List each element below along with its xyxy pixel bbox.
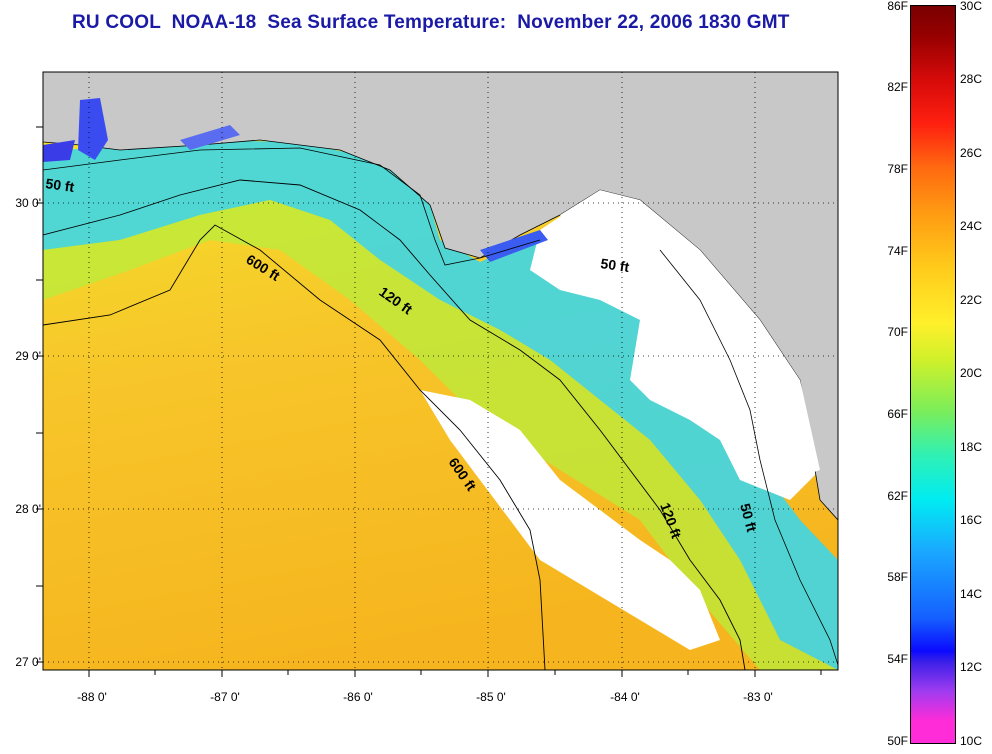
colorbar-f-78: 78F <box>887 162 908 176</box>
colorbar-f-62: 62F <box>887 489 908 503</box>
colorbar-c-28: 28C <box>960 72 983 86</box>
lon-label-84: -84 0' <box>610 690 640 704</box>
contour-50ft-west <box>43 147 541 266</box>
colorbar-f-50: 50F <box>887 734 908 748</box>
colorbar-f-70: 70F <box>887 325 908 339</box>
colorbar-c-16: 16C <box>960 513 983 527</box>
lon-label-85: -85 0' <box>476 690 506 704</box>
lat-label-27: 27 0' <box>15 655 41 669</box>
colorbar-f-58: 58F <box>887 570 908 584</box>
colorbar-c-22: 22C <box>960 293 983 307</box>
cloud-cover <box>530 190 820 500</box>
colorbar-c-12: 12C <box>960 660 983 674</box>
contour-label-50ft-big-bend: 50 ft <box>600 255 631 275</box>
lat-label-29: 29 0' <box>15 349 41 363</box>
colorbar-f-66: 66F <box>887 407 908 421</box>
lon-label-83: -83 0' <box>743 690 773 704</box>
lat-label-30: 30 0' <box>15 196 41 210</box>
map-title: RU COOL NOAA-18 Sea Surface Temperature:… <box>72 12 790 33</box>
lon-label-86: -86 0' <box>343 690 373 704</box>
map-frame <box>42 71 839 671</box>
contour-120ft <box>43 179 746 670</box>
colorbar-c-20: 20C <box>960 366 983 380</box>
mid-water-band <box>43 200 838 670</box>
contour-label-50ft-west: 50 ft <box>45 175 76 195</box>
colorbar-f-74: 74F <box>887 244 908 258</box>
colorbar-c-24: 24C <box>960 219 983 233</box>
colorbar-c-18: 18C <box>960 440 983 454</box>
colorbar-c-26: 26C <box>960 146 983 160</box>
lon-label-87: -87 0' <box>210 690 240 704</box>
cloud-cover-south <box>420 390 720 650</box>
apalachicola-cold <box>480 230 548 262</box>
lat-label-28: 28 0' <box>15 502 41 516</box>
colorbar-f-86: 86F <box>887 0 908 13</box>
pensacola-cold <box>180 125 240 150</box>
colorbar-f-82: 82F <box>887 80 908 94</box>
contour-label-50ft-south: 50 ft <box>737 502 760 534</box>
colorbar-c-10: 10C <box>960 734 983 748</box>
contour-50ft-east <box>659 249 838 666</box>
mobile-bay-cold <box>78 98 108 160</box>
colorbar-c-14: 14C <box>960 587 983 601</box>
lon-label-88: -88 0' <box>77 690 107 704</box>
colorbar-c-30: 30C <box>960 0 983 13</box>
contour-600ft <box>43 224 546 670</box>
lake-cold <box>43 140 75 162</box>
colorbar-f-54: 54F <box>887 652 908 666</box>
temperature-colorbar <box>910 5 956 744</box>
axis-ticks <box>36 126 822 677</box>
